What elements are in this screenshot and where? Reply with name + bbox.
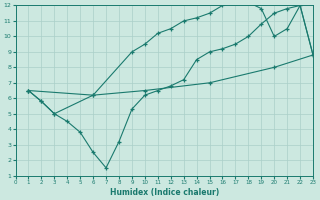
- X-axis label: Humidex (Indice chaleur): Humidex (Indice chaleur): [110, 188, 219, 197]
